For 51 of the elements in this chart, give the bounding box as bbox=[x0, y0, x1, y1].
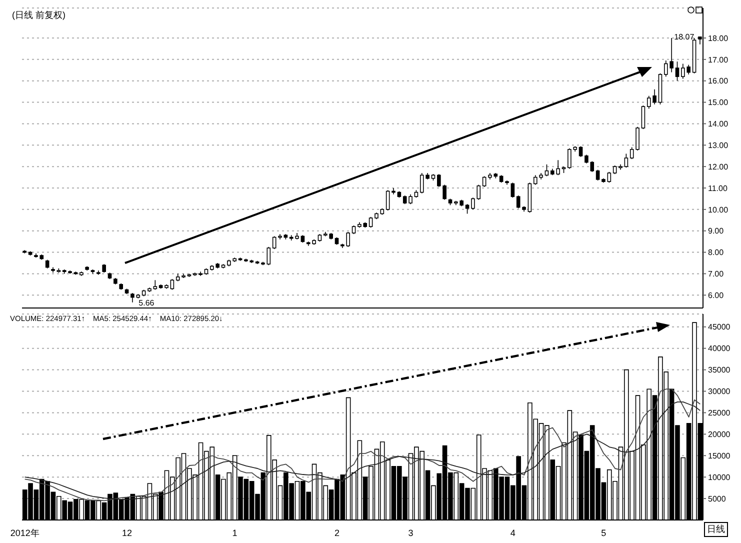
y-tick-label: 13.00 bbox=[708, 140, 729, 150]
y-tick-label: 8.00 bbox=[708, 248, 724, 258]
y-tick-label: 25000 bbox=[708, 408, 731, 418]
y-tick-label: 7.00 bbox=[708, 270, 724, 279]
y-tick-label: 14.00 bbox=[708, 120, 729, 129]
candlestick bbox=[641, 105, 646, 130]
x-tick-label: 4 bbox=[510, 528, 516, 538]
candlestick bbox=[675, 61, 680, 82]
candlestick bbox=[607, 172, 612, 184]
x-tick-label: 2012年 bbox=[10, 528, 40, 538]
annotation: 18.07 bbox=[674, 32, 695, 42]
candlestick bbox=[544, 164, 549, 177]
y-tick-label: 6.00 bbox=[708, 290, 724, 300]
chart-title: (日线 前复权) bbox=[12, 9, 66, 22]
annotation: 5.66 bbox=[138, 298, 155, 308]
y-tick-label: 9.00 bbox=[708, 226, 724, 236]
candlestick bbox=[482, 176, 486, 188]
x-tick-label: 1 bbox=[232, 528, 238, 538]
y-tick-label: 11.00 bbox=[708, 184, 728, 193]
y-tick-label: 10.00 bbox=[708, 205, 729, 214]
y-tick-label: 16.00 bbox=[708, 76, 729, 86]
y-tick-label: 15000 bbox=[708, 451, 731, 460]
y-tick-label: 10000 bbox=[708, 472, 731, 482]
candlestick bbox=[386, 190, 390, 211]
candlestick bbox=[578, 146, 583, 158]
y-tick-label: 17.00 bbox=[708, 55, 729, 64]
candlestick bbox=[596, 169, 600, 181]
x-tick-label: 3 bbox=[408, 528, 414, 538]
y-tick-label: 5000 bbox=[708, 494, 726, 504]
x-tick-label: 2 bbox=[334, 528, 340, 538]
candlestick bbox=[392, 188, 396, 195]
candlestick bbox=[368, 216, 373, 228]
candlestick bbox=[278, 234, 282, 240]
candlestick bbox=[510, 182, 515, 198]
candlestick bbox=[170, 278, 174, 290]
y-tick-label: 20000 bbox=[708, 430, 731, 440]
x-tick-label: 5 bbox=[601, 528, 606, 538]
y-tick-label: 35000 bbox=[708, 366, 731, 375]
candlestick bbox=[624, 153, 628, 168]
y-tick-label: 45000 bbox=[708, 322, 731, 332]
candlestick bbox=[465, 204, 470, 214]
candlestick bbox=[266, 246, 271, 266]
y-tick-label: 12.00 bbox=[708, 162, 729, 172]
y-tick-label: 30000 bbox=[708, 387, 731, 396]
y-tick-label: 15.00 bbox=[708, 98, 729, 108]
x-tick-label: 12 bbox=[122, 528, 132, 538]
candlestick bbox=[272, 236, 276, 250]
y-tick-label: 40000 bbox=[708, 344, 731, 354]
candlestick bbox=[153, 280, 158, 290]
y-tick-label: 18.00 bbox=[708, 34, 729, 43]
text: 日线 bbox=[704, 522, 728, 537]
